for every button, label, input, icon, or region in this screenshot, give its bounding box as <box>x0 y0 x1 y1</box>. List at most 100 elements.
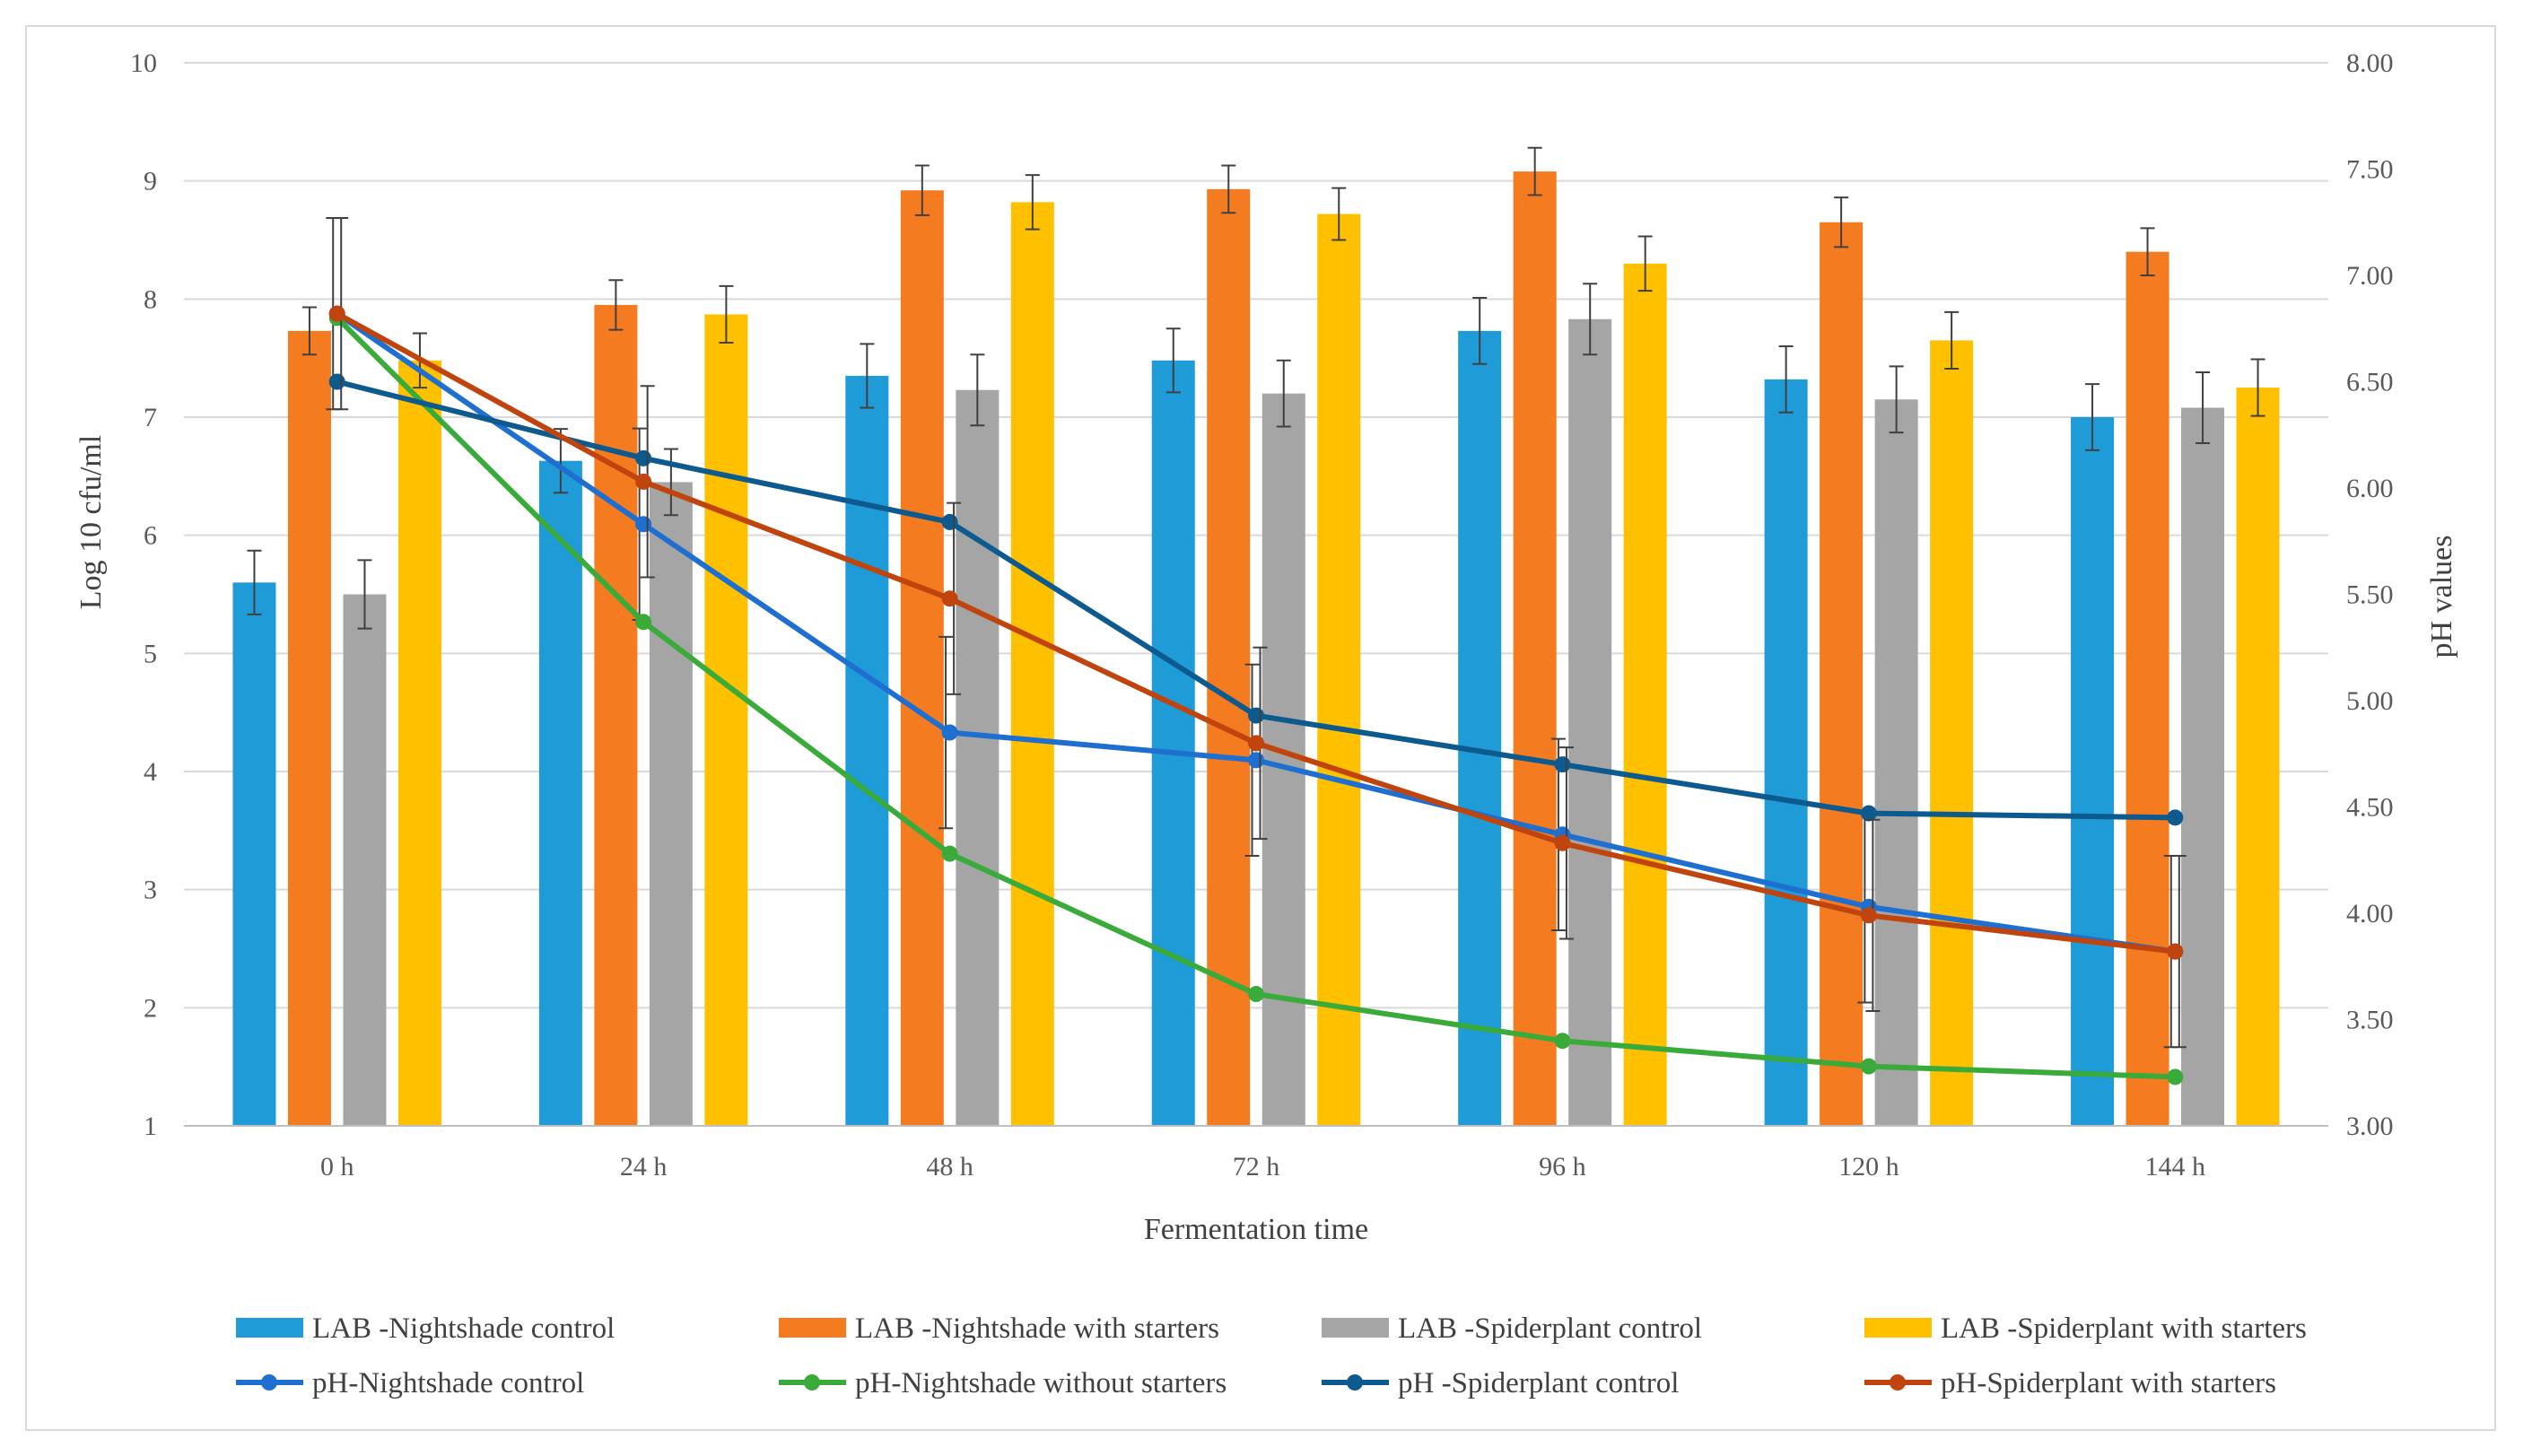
bar <box>1568 318 1612 1126</box>
bar <box>704 314 748 1126</box>
line-point <box>941 590 958 607</box>
line-point <box>2167 1068 2184 1085</box>
x-tick-label: 144 h <box>2145 1152 2206 1181</box>
y-tick-label: 1 <box>144 1112 157 1141</box>
line-point <box>635 516 652 533</box>
x-tick-label: 0 h <box>320 1152 354 1181</box>
x-tick-label: 120 h <box>1838 1152 1899 1181</box>
legend-label: LAB -Nightshade with starters <box>855 1312 1219 1345</box>
y-tick-label: 5 <box>144 639 157 668</box>
bar <box>1820 222 1864 1126</box>
legend-swatch <box>1864 1318 1932 1338</box>
bar <box>649 482 693 1126</box>
line-point <box>1860 1058 1877 1075</box>
line-point <box>941 724 958 741</box>
line-point <box>1554 834 1571 851</box>
legend-label: pH-Nightshade control <box>312 1367 584 1399</box>
legend-swatch <box>236 1318 303 1338</box>
bar <box>900 190 944 1127</box>
line-point <box>941 513 958 530</box>
y-tick-label: 9 <box>144 167 157 196</box>
y-tick-label: 3 <box>144 876 157 905</box>
y-tick-label: 2 <box>144 993 157 1023</box>
x-tick-label: 96 h <box>1539 1152 1586 1181</box>
bar <box>2181 407 2225 1126</box>
line-point <box>328 305 345 322</box>
y2-tick-label: 7.50 <box>2346 155 2394 185</box>
bar <box>2071 417 2115 1126</box>
line-point <box>941 845 958 862</box>
legend-marker <box>804 1374 820 1391</box>
bar <box>2236 388 2280 1126</box>
bar <box>343 594 387 1126</box>
bar <box>1513 171 1557 1127</box>
bar <box>1930 340 1974 1127</box>
line-point <box>328 373 345 390</box>
bar-series-group <box>232 146 2280 1127</box>
y-tick-label: 8 <box>144 284 157 314</box>
axes: 1 2 3 4 5 6 7 8 9 10 3.00 3.50 4.00 4.50 5.00 5.50 6.00 6… <box>130 48 2394 1181</box>
bar <box>2126 251 2169 1127</box>
bar <box>287 330 331 1127</box>
bar <box>1010 202 1054 1126</box>
line-point <box>1860 907 1877 924</box>
legend-marker <box>1890 1374 1906 1391</box>
line-point <box>1860 805 1877 822</box>
bar <box>232 582 276 1126</box>
y2-tick-label: 7.00 <box>2346 261 2394 291</box>
line-point <box>1554 1033 1571 1050</box>
bar <box>1151 360 1195 1126</box>
bar <box>1207 188 1251 1127</box>
y-tick-label: 4 <box>144 757 157 787</box>
line-point <box>1248 735 1264 752</box>
x-tick-label: 72 h <box>1233 1152 1280 1181</box>
y-axis-title: Log 10 cfu/ml <box>74 435 108 610</box>
line-point <box>1248 707 1264 724</box>
legend-label: LAB -Nightshade control <box>312 1312 615 1345</box>
legend-label: pH-Spiderplant with starters <box>1941 1367 2276 1399</box>
bar <box>594 304 638 1127</box>
bar <box>1764 379 1808 1126</box>
x-tick-label: 24 h <box>620 1152 668 1181</box>
x-axis-title: Fermentation time <box>1144 1213 1368 1246</box>
legend-label: LAB -Spiderplant with starters <box>1941 1312 2307 1345</box>
y-tick-label: 10 <box>130 48 157 78</box>
line-point <box>2167 943 2184 960</box>
legend-marker <box>261 1374 277 1391</box>
y2-axis-title: pH values <box>2425 536 2458 658</box>
bar <box>845 375 889 1127</box>
y2-tick-label: 5.50 <box>2346 580 2394 610</box>
bar <box>1262 393 1305 1127</box>
y2-tick-label: 4.00 <box>2346 899 2394 929</box>
line-point <box>635 449 652 466</box>
x-tick-label: 48 h <box>926 1152 973 1181</box>
y2-tick-label: 3.00 <box>2346 1112 2394 1141</box>
y-tick-label: 7 <box>144 403 157 432</box>
y2-tick-label: 8.00 <box>2346 48 2394 78</box>
y2-tick-label: 3.50 <box>2346 1006 2394 1035</box>
y2-tick-label: 6.00 <box>2346 474 2394 503</box>
y-tick-label: 6 <box>144 521 157 551</box>
bar <box>1458 330 1502 1127</box>
bar <box>1317 214 1361 1127</box>
y2-tick-label: 6.50 <box>2346 368 2394 397</box>
bar <box>538 460 582 1126</box>
line-point <box>635 614 652 631</box>
grid-lines <box>184 62 2328 1127</box>
bar <box>956 389 1000 1126</box>
bar <box>397 360 441 1126</box>
y2-tick-label: 4.50 <box>2346 793 2394 823</box>
legend-label: pH-Nightshade without starters <box>855 1367 1227 1399</box>
legend-swatch <box>1322 1318 1389 1338</box>
legend: LAB -Nightshade control LAB -Nightshade w… <box>236 1312 2307 1399</box>
line-point <box>1248 752 1264 769</box>
legend-label: pH -Spiderplant control <box>1398 1367 1679 1399</box>
line-point <box>1554 756 1571 773</box>
legend-swatch <box>779 1318 846 1338</box>
line-point <box>1248 986 1264 1003</box>
bar <box>1623 263 1667 1126</box>
legend-marker <box>1347 1374 1363 1391</box>
line-point <box>635 473 652 490</box>
y2-tick-label: 5.00 <box>2346 686 2394 716</box>
legend-label: LAB -Spiderplant control <box>1398 1312 1702 1345</box>
